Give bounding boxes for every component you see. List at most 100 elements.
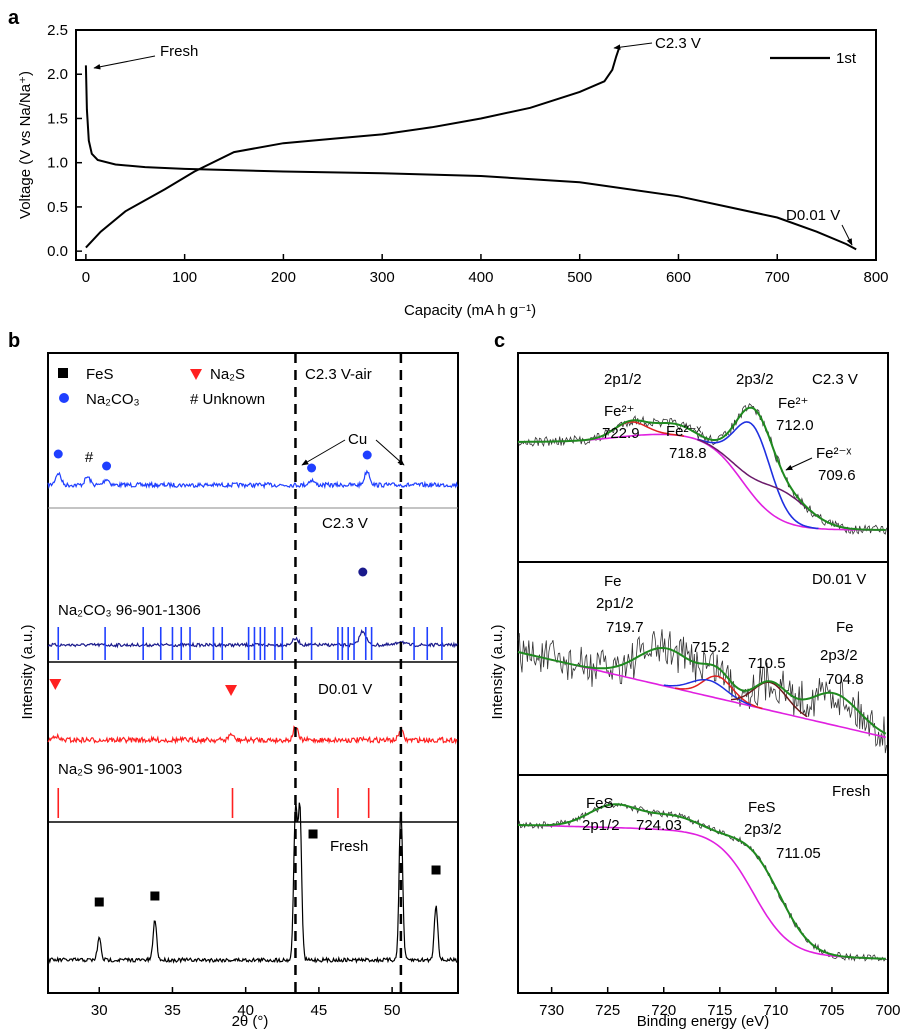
fes-marker [308, 829, 318, 839]
annotation-discharge: D0.01 V [786, 207, 840, 224]
a-xtick-label: 100 [172, 269, 197, 286]
cu-arrow-right [375, 439, 405, 466]
fresh-arrow [93, 55, 156, 70]
c-top-raw [517, 403, 888, 535]
unknown-marker: # [85, 449, 94, 466]
panel-b-axes: 30 35 40 45 50 [91, 987, 400, 1019]
panel-b-frame [47, 352, 459, 994]
cu-arrow-left [301, 439, 346, 466]
panel-b: b 30 35 40 45 50 # FeS Na₂S Na₂CO₃ # Unknown… [8, 330, 459, 1030]
a-ytick-label: 1.0 [47, 155, 68, 172]
b-curve-0 [47, 469, 458, 490]
legend-unknown: # Unknown [190, 391, 265, 408]
c-mid-7152: 715.2 [692, 639, 730, 656]
a-xtick-label: 300 [370, 269, 395, 286]
b-curve-2 [47, 725, 458, 745]
panel-c-letter: c [494, 330, 505, 352]
a-xtick-label: 500 [567, 269, 592, 286]
panel-c-x-label: Binding energy (eV) [637, 1013, 770, 1030]
na2co3-marker [102, 461, 112, 471]
c-mid-2p32: 2p3/2 [820, 647, 858, 664]
a-ytick-label: 0.0 [47, 243, 68, 260]
label-ref-na2co3: Na₂CO₃ 96-901-1306 [58, 602, 201, 619]
a-ytick-label: 2.5 [47, 22, 68, 39]
c-bot-envelope [518, 803, 886, 960]
fes-marker [94, 897, 104, 907]
charge-arrow [613, 42, 653, 50]
c-bot-fes1: FeS [586, 795, 614, 812]
panel-c: c 730 725 720 715 710 705 700 2p1/2 2p3/2 C2.3… [489, 330, 901, 1030]
c-top-fe2xb: Fe²⁻ˣ [816, 445, 851, 462]
b-curve-1 [47, 628, 458, 649]
b-xtick-label: 35 [164, 1002, 181, 1019]
na2co3-marker [362, 450, 372, 460]
c-mid-7048: 704.8 [826, 671, 864, 688]
panel-c-y-label: Intensity (a.u.) [489, 624, 506, 719]
label-ref-na2s: Na₂S 96-901-1003 [58, 761, 182, 778]
c-xtick-label: 715 [707, 1002, 732, 1019]
c-xtick-label: 700 [875, 1002, 900, 1019]
c-top-2p32: 2p3/2 [736, 371, 774, 388]
discharge-arrow [841, 224, 853, 246]
c-xtick-label: 730 [539, 1002, 564, 1019]
c-xtick-label: 710 [763, 1002, 788, 1019]
panel-b-x-label: 2θ (°) [232, 1013, 269, 1030]
a-xtick-label: 400 [468, 269, 493, 286]
panel-a: a 0 100 200 300 400 500 600 700 800 0.0 0.5 1.0 1.5 2… [8, 7, 889, 319]
c-mid-2p12: 2p1/2 [596, 595, 634, 612]
c-top-arrow [785, 457, 813, 471]
label-c23: C2.3 V [322, 515, 368, 532]
c-bot-fes2: FeS [748, 799, 776, 816]
panel-b-letter: b [8, 330, 20, 352]
legend-na2s: Na₂S [210, 366, 245, 383]
panel-c-frame [517, 352, 889, 994]
c-bot-2p32: 2p3/2 [744, 821, 782, 838]
c-top-state: C2.3 V [812, 371, 858, 388]
c-mid-envelope [517, 647, 887, 735]
a-ytick-label: 1.5 [47, 110, 68, 127]
cu-dashed-lines [294, 353, 403, 993]
c-mid-state: D0.01 V [812, 571, 866, 588]
annotation-charge: C2.3 V [655, 35, 701, 52]
na2co3-marker [53, 449, 63, 459]
panel-b-markers: # [49, 449, 441, 907]
c-bot-72403: 724.03 [636, 817, 682, 834]
a-xtick-label: 200 [271, 269, 296, 286]
fes-marker [150, 891, 160, 901]
label-c23-air: C2.3 V-air [305, 366, 372, 383]
b-xtick-label: 45 [311, 1002, 328, 1019]
b-xtick-label: 30 [91, 1002, 108, 1019]
a-xtick-label: 600 [666, 269, 691, 286]
legend-na2s-marker [190, 369, 202, 380]
panel-c-curves [517, 403, 888, 962]
c-top-7188: 718.8 [669, 445, 707, 462]
c-top-peak-7120 [697, 421, 819, 530]
c-mid-fe2: Fe [836, 619, 854, 636]
c-top-7120: 712.0 [776, 417, 814, 434]
panel-a-letter: a [8, 7, 20, 29]
a-xtick-label: 800 [863, 269, 888, 286]
legend-na2co3: Na₂CO₃ [86, 391, 140, 408]
panel-a-axes: 0 100 200 300 400 500 600 700 800 0.0 0.5 1.0 1.5 2.0… [47, 22, 888, 286]
c-xtick-label: 725 [595, 1002, 620, 1019]
a-ytick-label: 0.5 [47, 199, 68, 216]
na2s-marker [225, 685, 238, 696]
b-curve-3 [47, 802, 458, 965]
panel-b-reference-lines [57, 627, 443, 818]
c-top-fe2a: Fe²⁺ [604, 403, 634, 420]
na2co3-marker [307, 463, 317, 473]
panel-b-curves [47, 469, 458, 965]
label-fresh: Fresh [330, 838, 368, 855]
label-d001: D0.01 V [318, 681, 372, 698]
legend-na2co3-marker [59, 393, 69, 403]
a-ytick-label: 2.0 [47, 66, 68, 83]
c-top-envelope [518, 406, 886, 531]
panel-a-curves [84, 47, 857, 251]
legend-label-1st: 1st [836, 50, 857, 67]
c-top-7229: 722.9 [602, 425, 640, 442]
a-xtick-label: 0 [82, 269, 90, 286]
panel-a-frame [75, 29, 877, 261]
c-top-7096: 709.6 [818, 467, 856, 484]
c-top-fe2xa: Fe²⁻ˣ [666, 423, 701, 440]
